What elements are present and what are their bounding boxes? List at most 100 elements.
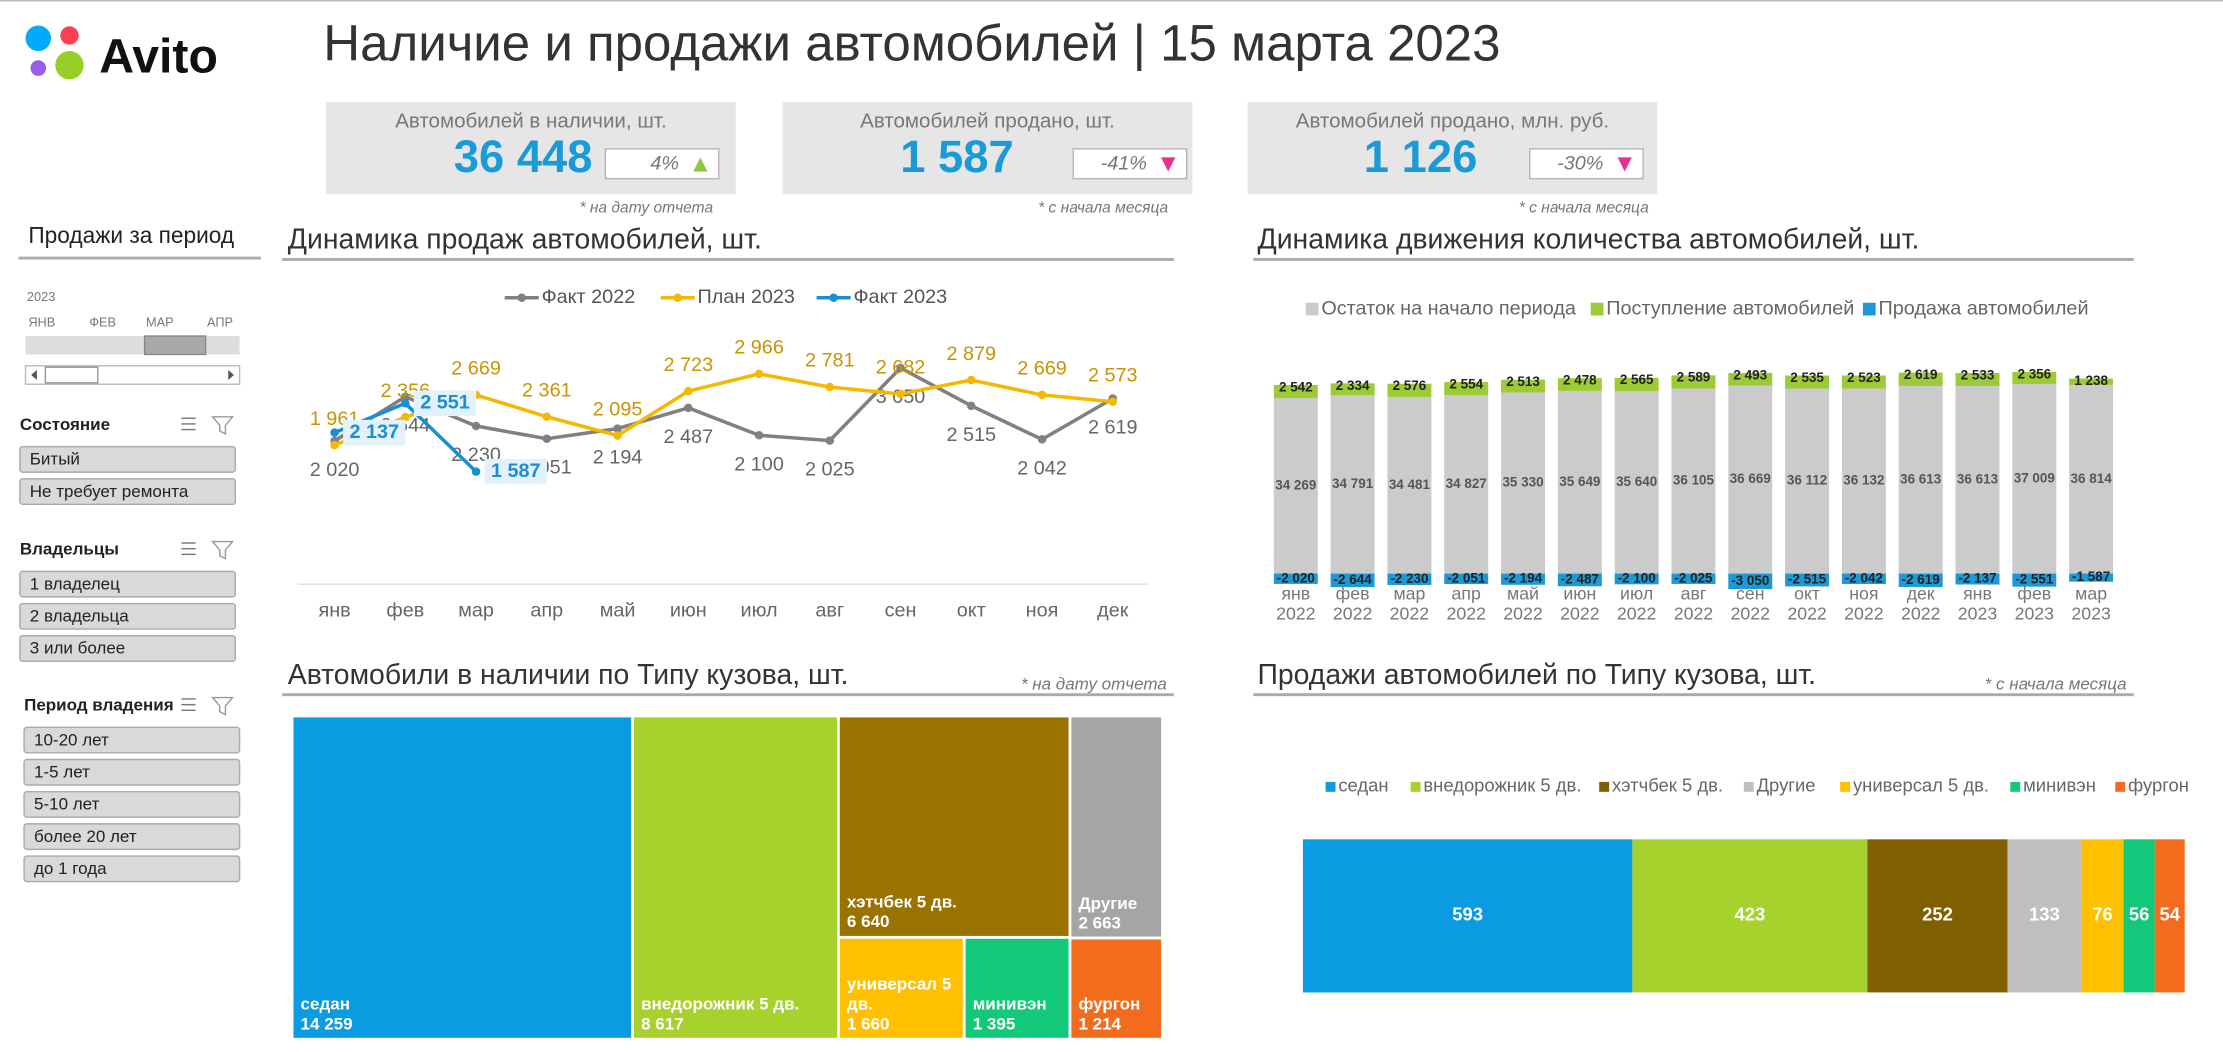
filter-button[interactable] [23, 790, 241, 818]
x-tick-label-box: дек 2022 [1901, 584, 1940, 624]
filter-button[interactable] [23, 758, 241, 786]
bar-segment [2012, 371, 2057, 384]
filter-button[interactable] [23, 823, 241, 851]
timeline-selected[interactable] [143, 335, 207, 356]
data-label: -2 194 [1504, 571, 1543, 586]
filter-button-label: 1 владелец [30, 574, 120, 593]
data-label: 2 100 [734, 453, 784, 475]
x-tick-label: дек [1097, 599, 1129, 621]
data-label: 2 137 [349, 421, 399, 443]
line-point [684, 403, 693, 413]
legend-swatch [1410, 781, 1421, 792]
filter-button-label: 10-20 лет [34, 730, 109, 749]
data-label: 2 042 [1017, 457, 1067, 479]
data-label: 2 966 [734, 337, 784, 359]
bar-segment [1387, 573, 1432, 585]
legend-swatch [1840, 781, 1851, 792]
chart-note: * с начала месяца [1985, 674, 2127, 693]
line-point [896, 389, 905, 399]
filter-button[interactable] [19, 635, 237, 662]
treemap-value: 1 660 [846, 1013, 890, 1034]
bar-segment [1841, 573, 1886, 585]
bar-segment [1898, 573, 1943, 587]
clear-filter-icon[interactable] [211, 416, 235, 435]
legend-label: План 2023 [698, 286, 795, 308]
data-label: 2 025 [805, 459, 855, 481]
filter-button[interactable] [19, 478, 237, 506]
data-label: 2 515 [946, 424, 996, 446]
bar-segment [1898, 372, 1943, 386]
x-tick-label-box: окт 2022 [1787, 584, 1826, 624]
bar-segment [2012, 573, 2057, 587]
data-label: 76 [2092, 904, 2113, 925]
data-label: -2 042 [1845, 570, 1883, 585]
data-label: -2 515 [1788, 572, 1827, 587]
data-label: 2 194 [593, 447, 643, 469]
kpi-note: * на дату отчета [579, 200, 713, 217]
bar-segment [1614, 377, 1659, 391]
data-label: 2 682 [876, 357, 926, 379]
bar-segment [1501, 392, 1546, 574]
data-label: 252 [1922, 904, 1953, 925]
bar-segment [1273, 384, 1318, 398]
line-point [825, 382, 835, 392]
treemap-name: фургон [1078, 993, 1141, 1014]
scrollbar-thumb[interactable] [44, 366, 99, 384]
bar-segment [1614, 573, 1659, 585]
treemap-cell [1071, 939, 1162, 1038]
treemap-label: седан 14 259 [293, 717, 631, 1037]
treemap-cell [965, 938, 1069, 1038]
line-point [542, 412, 552, 422]
legend-marker [829, 293, 838, 302]
bar-segment [1330, 383, 1375, 396]
treemap-value: 1 395 [972, 1013, 1016, 1034]
legend-label: Продажа автомобилей [1878, 297, 2088, 319]
bar-segment [1955, 373, 2000, 386]
filter-button[interactable] [19, 570, 237, 598]
line-point [471, 467, 481, 476]
legend-label: Другие [1757, 775, 1816, 796]
x-tick-label: апр 2022 [1446, 584, 1486, 624]
data-label: 2 487 [663, 426, 713, 448]
x-tick-label: июн 2022 [1560, 584, 1600, 624]
bar-segment [1671, 375, 1716, 389]
data-label: 2 095 [593, 398, 643, 420]
filter-button[interactable] [23, 726, 241, 754]
x-tick-label: сен [885, 599, 917, 621]
clear-filter-icon[interactable] [211, 540, 235, 560]
x-tick-label: янв 2022 [1276, 584, 1316, 624]
x-tick-label: авг 2022 [1673, 584, 1714, 624]
line-point [1037, 390, 1047, 400]
bar-segment [1785, 375, 1830, 389]
x-tick-label-box: ноя 2022 [1844, 584, 1884, 624]
bar-segment [1302, 839, 1633, 993]
x-tick-label-box: май 2022 [1503, 584, 1542, 624]
data-label: 133 [2029, 904, 2060, 925]
bar-segment [2069, 573, 2114, 582]
clear-filter-icon[interactable] [211, 696, 235, 716]
data-label: 54 [2159, 904, 2180, 925]
data-label: 2 361 [522, 379, 572, 401]
data-label: 2 542 [1279, 379, 1313, 394]
filter-button[interactable] [19, 602, 237, 630]
filter-button-label: до 1 года [34, 859, 107, 878]
bar-segment [1955, 573, 2000, 585]
treemap-label-box: внедорожник 5 дв.8 617 [641, 994, 799, 1034]
treemap-label: универсал 5 дв. 1 660 [840, 939, 963, 1038]
legend-marker [673, 293, 682, 302]
data-label: 36 669 [1730, 471, 1771, 486]
kpi-note: * с начала месяца [1519, 200, 1649, 217]
x-tick-label: ноя 2022 [1844, 584, 1884, 624]
filter-button[interactable] [19, 445, 237, 473]
bar-segment [1444, 573, 1489, 585]
legend-label: внедорожник 5 дв. [1423, 775, 1581, 796]
kpi-change: -30% [1557, 153, 1603, 175]
filter-title: Период владения [24, 696, 174, 715]
filter-button[interactable] [23, 855, 241, 883]
treemap-value: 1 214 [1078, 1013, 1122, 1034]
treemap-label: хэтчбек 5 дв. 6 640 [840, 717, 1069, 936]
bar-segment [1501, 573, 1546, 585]
filter-button-label: 5-10 лет [34, 795, 100, 814]
data-label: -3 050 [1731, 573, 1769, 588]
x-tick-label: май [600, 599, 636, 621]
